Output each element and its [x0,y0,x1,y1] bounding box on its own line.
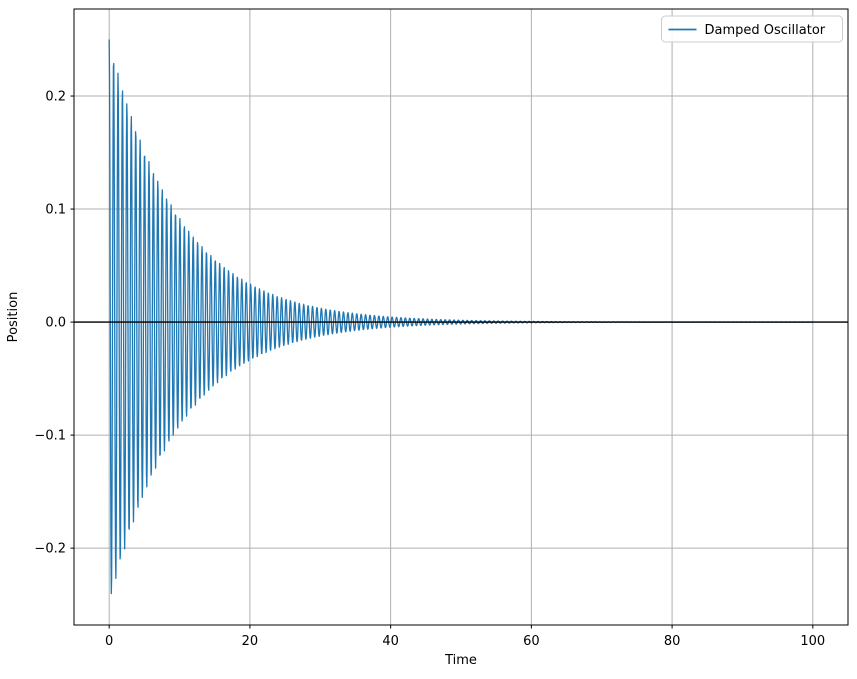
x-tick-label: 80 [664,634,681,649]
plot-border [73,8,849,626]
x-tick-label: 0 [105,634,113,649]
x-axis-label: Time [444,653,477,668]
y-tick-label: 0.1 [45,203,66,218]
grid-layer [74,9,848,625]
x-tick-label: 60 [523,634,540,649]
y-tick-label: 0.0 [45,316,66,331]
x-tick-label: 20 [242,634,259,649]
legend-box [661,15,843,43]
legend: Damped Oscillator [661,15,843,43]
y-tick-label: −0.2 [34,542,66,557]
tick-label-layer: 0 20 40 60 80 100 −0.2 −0.1 0.0 0.1 0.2 [34,90,825,649]
y-tick-label: −0.1 [34,429,66,444]
x-tick-label: 100 [800,634,825,649]
y-tick-label: 0.2 [45,90,66,105]
y-axis-label: Position [6,292,21,343]
legend-label: Damped Oscillator [705,23,826,38]
tick-layer [70,95,814,629]
x-tick-label: 40 [382,634,399,649]
